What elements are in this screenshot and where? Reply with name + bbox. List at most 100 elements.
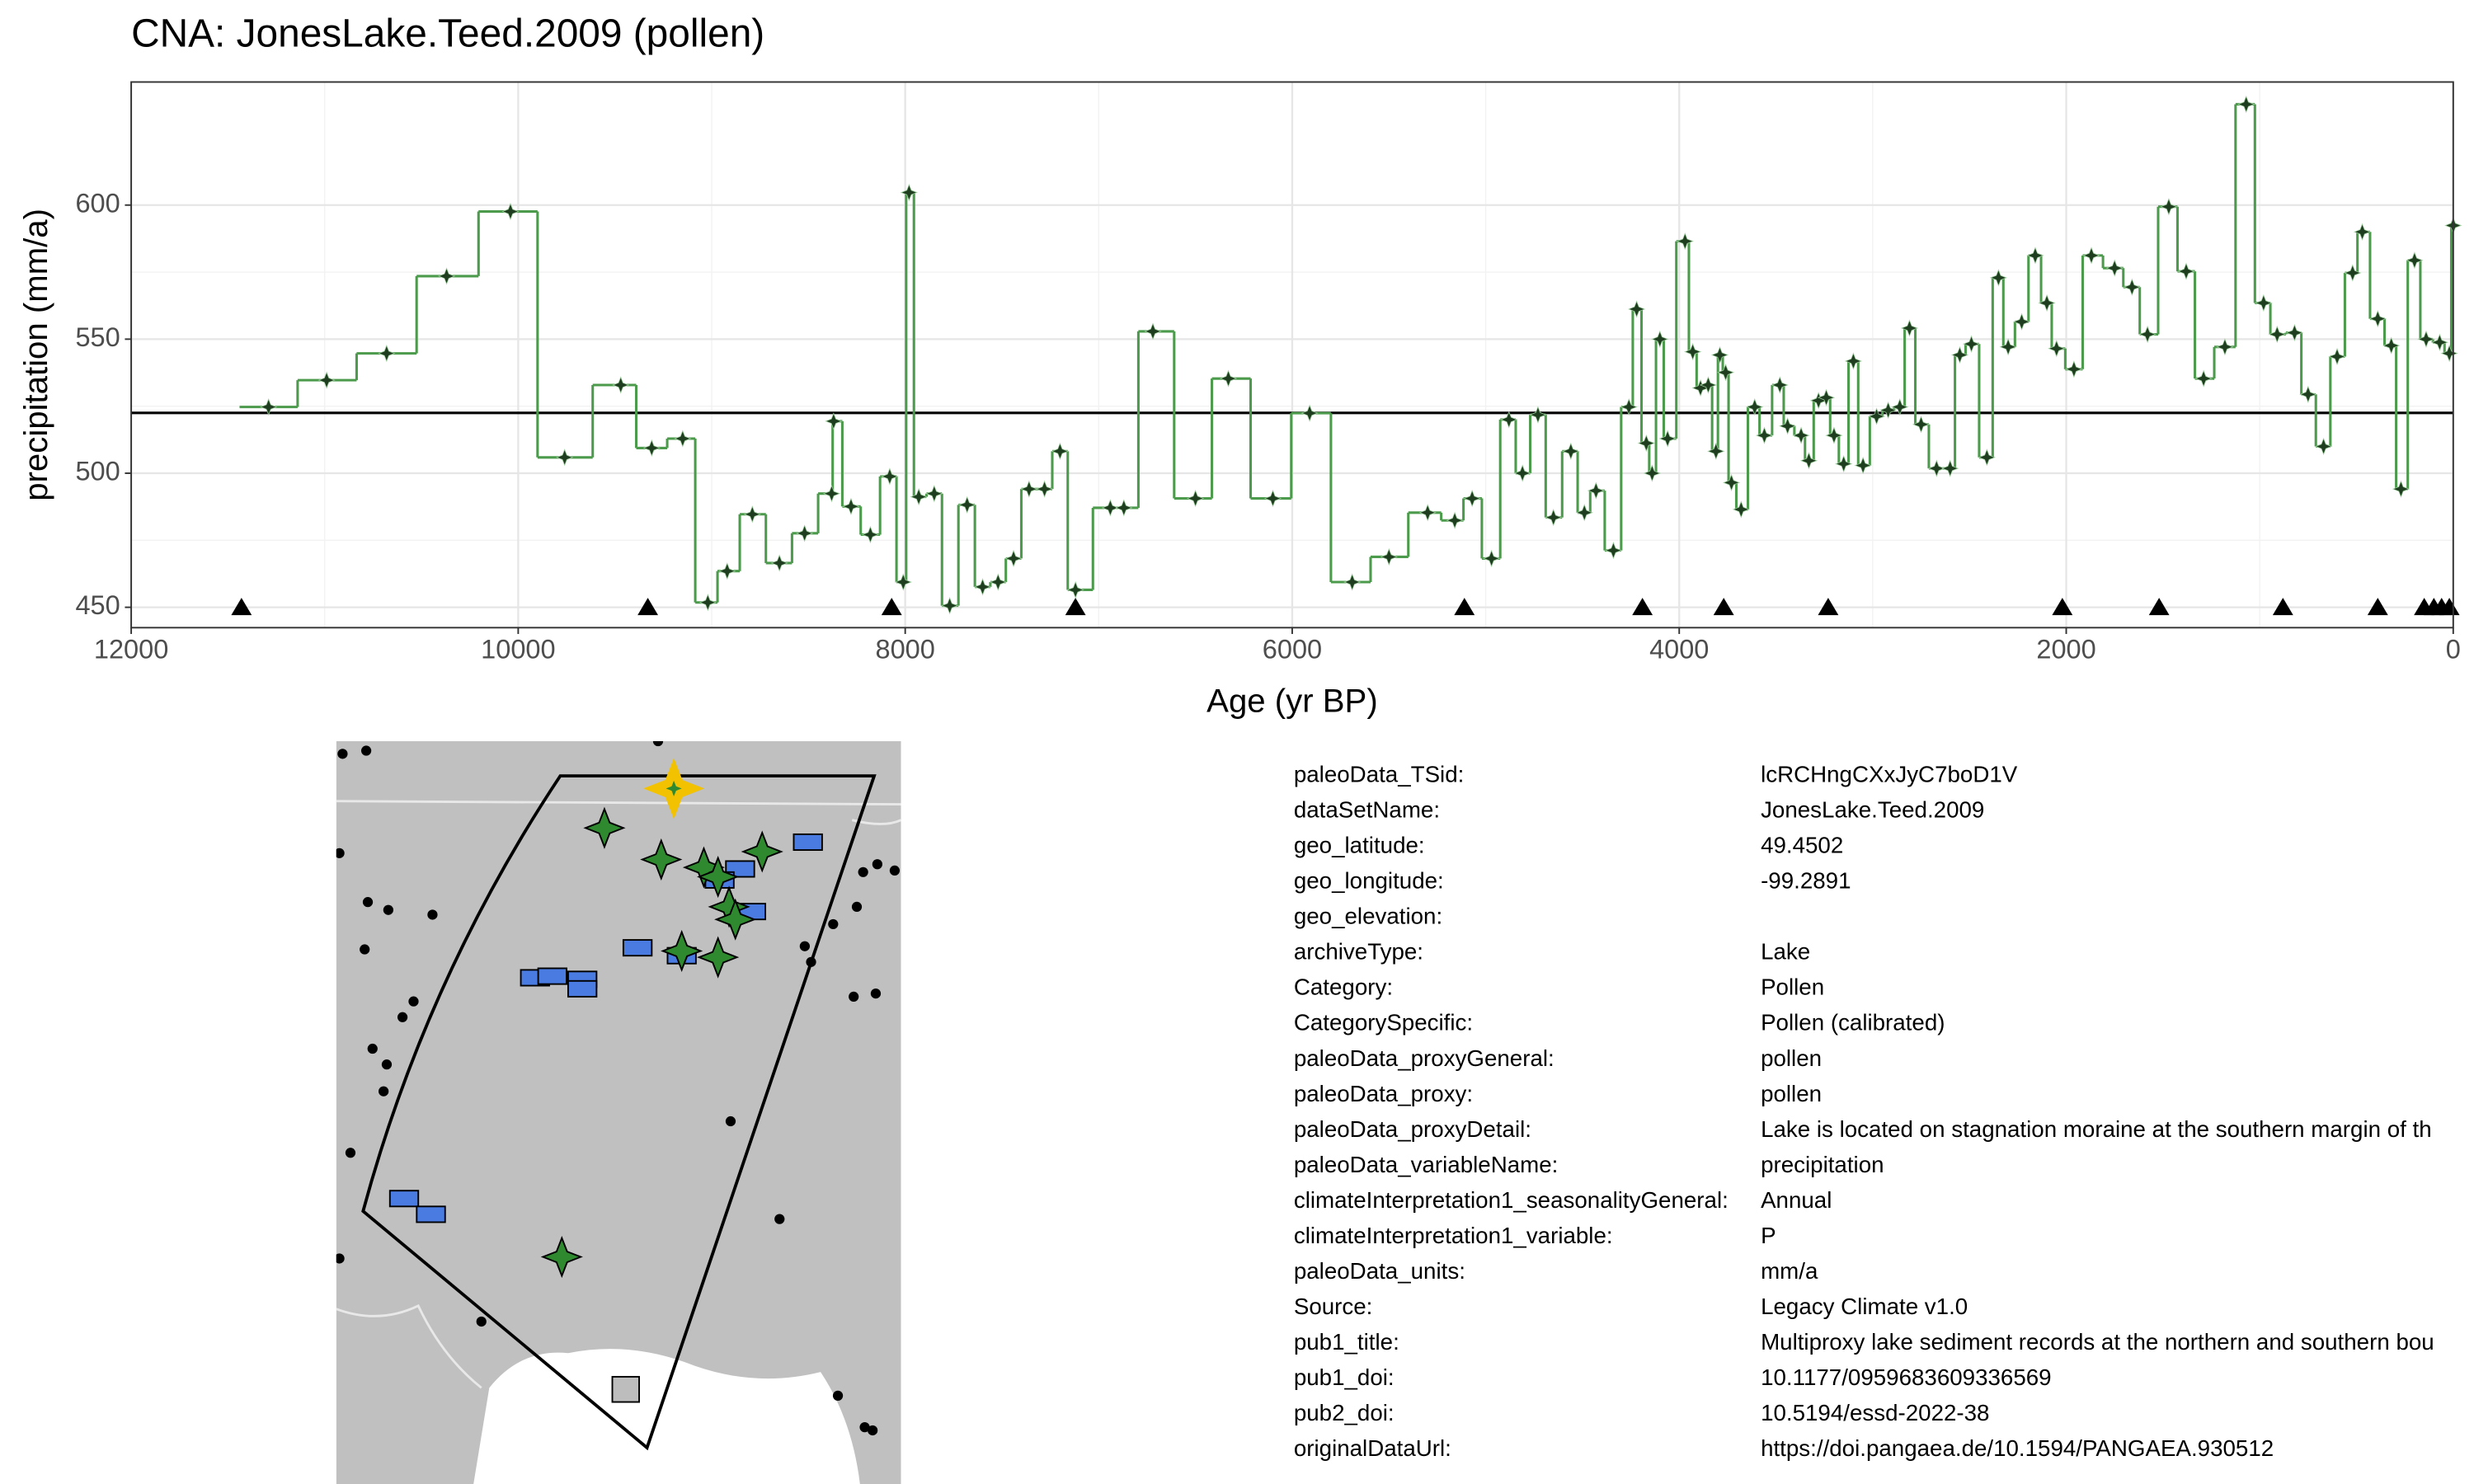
- site-star: [640, 838, 683, 881]
- site-dot: [397, 1012, 408, 1022]
- site-dot: [476, 1316, 487, 1327]
- data-point: [1587, 481, 1605, 500]
- data-point: [2012, 312, 2031, 331]
- meta-value: pollen: [1761, 1045, 1822, 1071]
- data-point: [2255, 294, 2273, 312]
- map-markers: [336, 741, 901, 1436]
- data-point: [1684, 343, 1702, 361]
- site-rect: [537, 967, 567, 985]
- y-tick-label: 450: [75, 590, 120, 620]
- data-point: [1999, 338, 2017, 356]
- data-point: [2026, 247, 2044, 265]
- data-point: [825, 412, 843, 430]
- data-point: [989, 573, 1007, 591]
- site-dot: [379, 1086, 389, 1097]
- data-point: [2328, 347, 2346, 366]
- data-point: [894, 573, 912, 591]
- data-point: [1620, 398, 1638, 416]
- data-point: [2285, 323, 2304, 342]
- x-tick-label: 12000: [94, 635, 168, 665]
- data-point: [910, 487, 928, 506]
- meta-value: 49.4502: [1761, 833, 1843, 858]
- data-point: [2382, 336, 2401, 355]
- data-point: [1144, 322, 1162, 340]
- data-point: [1799, 452, 1818, 470]
- meta-value: Annual: [1761, 1187, 1832, 1213]
- map: [336, 741, 901, 1484]
- site-dot: [849, 991, 859, 1003]
- age-control-marker: [637, 598, 659, 616]
- data-point: [674, 430, 692, 448]
- site-dot: [851, 901, 863, 913]
- data-point: [770, 554, 788, 572]
- site-rect: [388, 1190, 420, 1208]
- data-point: [1101, 499, 1120, 517]
- meta-value: Pollen: [1761, 974, 1824, 1000]
- data-point: [2216, 338, 2234, 356]
- data-point: [317, 371, 336, 389]
- data-point: [2065, 360, 2083, 378]
- x-tick-label: 0: [2446, 635, 2461, 665]
- data-point: [2038, 294, 2056, 312]
- site-dot: [870, 988, 882, 999]
- data-point: [1989, 269, 2008, 287]
- site-dot: [652, 741, 664, 747]
- data-point: [1825, 426, 1843, 444]
- data-point: [2237, 95, 2255, 114]
- age-control-marker: [2148, 598, 2170, 616]
- data-point: [1817, 388, 1836, 406]
- data-point: [881, 467, 899, 486]
- data-point: [1658, 430, 1677, 448]
- data-point: [2392, 480, 2411, 498]
- age-control-marker: [1818, 598, 1839, 616]
- site-star: [741, 830, 783, 873]
- data-point: [1891, 398, 1909, 416]
- data-point: [1755, 426, 1774, 444]
- site-dot: [381, 1059, 393, 1070]
- data-point: [1867, 407, 1886, 425]
- site-dot: [336, 1253, 345, 1264]
- data-point: [1513, 464, 1531, 482]
- data-point: [1722, 473, 1741, 491]
- data-point: [1575, 504, 1593, 522]
- site-square: [611, 1375, 640, 1403]
- meta-key: paleoData_units:: [1294, 1258, 1465, 1284]
- meta-key: paleoData_proxyDetail:: [1294, 1116, 1531, 1142]
- data-point: [2406, 251, 2424, 270]
- data-point: [1732, 500, 1750, 519]
- data-point: [1562, 442, 1580, 460]
- data-point: [2123, 278, 2141, 296]
- data-point: [2299, 385, 2317, 403]
- site-dot: [336, 848, 345, 858]
- data-point: [958, 495, 976, 514]
- x-tick-label: 8000: [876, 635, 935, 665]
- data-point: [1219, 369, 1238, 387]
- data-point: [861, 525, 880, 544]
- data-point: [1912, 416, 1931, 434]
- data-point: [2268, 325, 2286, 344]
- data-point: [1115, 499, 1133, 517]
- data-point: [1844, 352, 1863, 370]
- age-control-marker: [1065, 598, 1086, 616]
- site-star: [583, 806, 626, 849]
- data-point: [501, 202, 520, 221]
- data-point: [1051, 442, 1069, 460]
- meta-value: JonesLake.Teed.2009: [1761, 796, 1984, 822]
- site-dot: [367, 1043, 378, 1054]
- data-point: [1651, 330, 1669, 348]
- site-dot: [360, 745, 372, 756]
- site-dot: [362, 897, 374, 908]
- meta-key: climateInterpretation1_variable:: [1294, 1223, 1613, 1248]
- site-star: [697, 936, 740, 979]
- data-point: [2082, 247, 2100, 265]
- site-rect: [793, 833, 823, 851]
- y-axis-title: precipitation (mm/a): [17, 209, 54, 501]
- data-point: [378, 344, 396, 363]
- data-point: [437, 267, 456, 285]
- meta-value: lcRCHngCXxJyC7boD1V: [1761, 761, 2018, 787]
- site-dot: [858, 866, 868, 877]
- data-point: [2417, 330, 2435, 348]
- site-star: [661, 929, 703, 973]
- data-point: [1500, 411, 1518, 429]
- age-control-marker: [2272, 598, 2293, 616]
